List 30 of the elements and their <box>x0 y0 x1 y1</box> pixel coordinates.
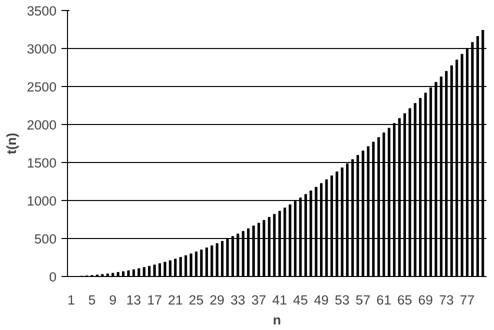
x-tick-label: 45 <box>293 292 308 308</box>
x-tick-label: 13 <box>126 292 142 308</box>
x-tick-label: 61 <box>376 292 392 308</box>
x-tick-label: 49 <box>314 292 329 308</box>
x-tick-label: 53 <box>334 292 350 308</box>
x-tick-label: 41 <box>272 292 288 308</box>
x-tick-label: 69 <box>418 292 433 308</box>
x-tick-label: 21 <box>168 292 183 308</box>
y-tick-label: 3500 <box>26 4 57 18</box>
x-tick-label: 17 <box>147 292 162 308</box>
x-tick-label: 25 <box>188 292 204 308</box>
y-axis-title: t(n) <box>4 132 19 154</box>
y-tick-label: 1000 <box>26 194 57 208</box>
x-tick-label: 29 <box>210 292 224 308</box>
x-tick-label: 37 <box>251 292 266 308</box>
x-tick-label: 73 <box>438 292 454 308</box>
x-tick-label: 9 <box>109 292 117 308</box>
x-tick-label: 33 <box>230 292 246 308</box>
y-tick-label: 2000 <box>26 118 57 132</box>
x-tick-label: 65 <box>397 292 412 308</box>
y-tick-label: 1500 <box>26 156 57 170</box>
x-axis-title: n <box>272 312 282 328</box>
y-tick-label: 500 <box>34 232 57 246</box>
x-tick-label: 5 <box>88 292 96 308</box>
y-tick-label: 2500 <box>26 80 57 94</box>
y-tick-label: 0 <box>49 270 57 284</box>
x-tick-label: 1 <box>67 292 75 308</box>
x-tick-label: 77 <box>460 292 475 308</box>
x-tick-label: 57 <box>356 292 370 308</box>
y-tick-label: 3000 <box>26 42 57 56</box>
